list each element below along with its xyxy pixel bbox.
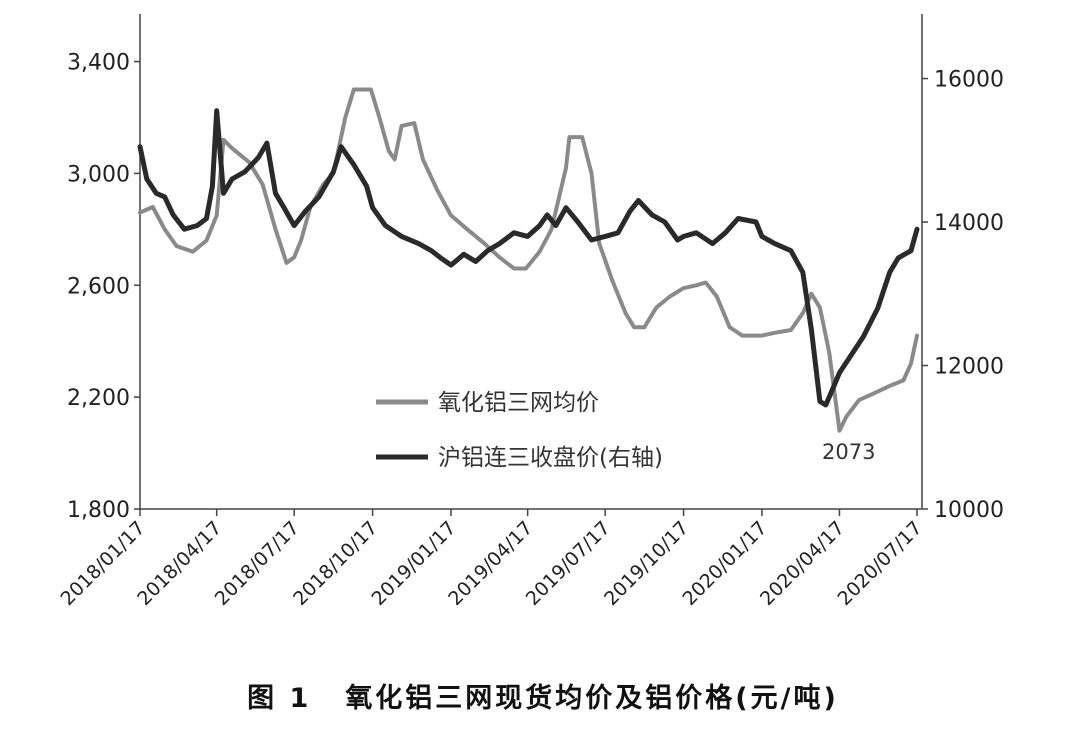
left-y-tick-label: 1,800 — [67, 498, 130, 523]
x-ticks: 2018/01/172018/04/172018/07/172018/10/17… — [57, 509, 927, 610]
x-tick-label: 2020/07/17 — [834, 517, 927, 610]
figure-caption: 图 1 氧化铝三网现货均价及铝价格(元/吨) — [0, 676, 1086, 715]
right-y-tick-label: 16000 — [934, 68, 1004, 93]
left-y-tick-label: 3,000 — [67, 162, 130, 187]
left-y-tick-label: 2,200 — [67, 386, 130, 411]
series-line-shfe — [137, 108, 920, 408]
figure-number: 图 1 — [247, 683, 312, 714]
figure-title: 氧化铝三网现货均价及铝价格(元/吨) — [345, 683, 839, 714]
legend-label-alumina: 氧化铝三网均价 — [438, 390, 599, 416]
legend: 氧化铝三网均价 沪铝连三收盘价(右轴) — [376, 390, 663, 471]
right-y-ticks: 10000 12000 14000 16000 — [922, 68, 1004, 523]
right-y-tick-label: 12000 — [934, 355, 1004, 380]
series-line-alumina — [138, 87, 919, 433]
series-lines — [137, 87, 920, 433]
annotation-2073: 2073 — [822, 440, 875, 464]
legend-label-shfe: 沪铝连三收盘价(右轴) — [438, 445, 663, 471]
chart-canvas: 1,800 2,200 2,600 3,000 3,400 10000 12000 1400… — [57, 14, 1004, 610]
axes — [139, 14, 923, 510]
left-y-tick-label: 2,600 — [67, 274, 130, 299]
right-y-tick-label: 14000 — [934, 211, 1004, 236]
left-y-tick-label: 3,400 — [67, 51, 130, 76]
right-y-tick-label: 10000 — [934, 498, 1004, 523]
left-y-ticks: 1,800 2,200 2,600 3,000 3,400 — [67, 51, 140, 523]
